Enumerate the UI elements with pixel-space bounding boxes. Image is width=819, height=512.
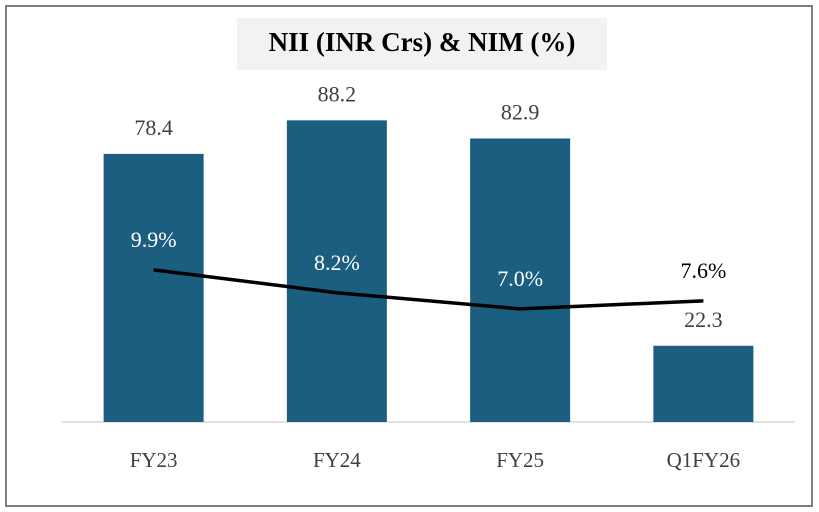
line-value-label: 8.2% bbox=[314, 250, 360, 275]
line bbox=[153, 268, 704, 311]
line-value-label: 7.6% bbox=[680, 258, 726, 283]
bar bbox=[653, 345, 754, 422]
line-value-label: 7.0% bbox=[497, 266, 543, 291]
x-tick-label: FY25 bbox=[496, 448, 544, 472]
x-tick-label: FY24 bbox=[313, 448, 361, 472]
bar-value-label: 22.3 bbox=[684, 307, 723, 332]
bar bbox=[286, 120, 387, 422]
bar-value-label: 78.4 bbox=[134, 115, 173, 140]
chart-title: NII (INR Crs) & NIM (%) bbox=[269, 27, 576, 57]
bar-value-label: 88.2 bbox=[318, 81, 357, 106]
x-tick-label: FY23 bbox=[130, 448, 178, 472]
bar bbox=[470, 138, 571, 422]
bar bbox=[103, 153, 204, 422]
line-value-label: 9.9% bbox=[131, 227, 177, 252]
bar-value-label: 82.9 bbox=[501, 100, 540, 125]
x-tick-label: Q1FY26 bbox=[667, 448, 741, 472]
title-box bbox=[237, 18, 607, 70]
